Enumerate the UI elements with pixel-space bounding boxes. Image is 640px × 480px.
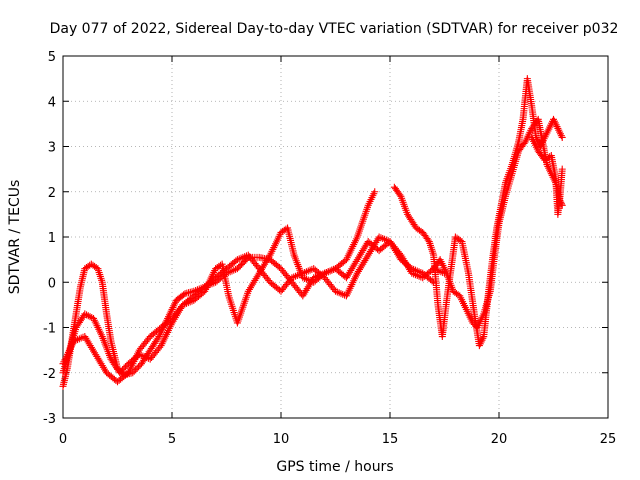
y-tick-label: 5 [48, 50, 56, 65]
data-point-track-6 [558, 165, 566, 173]
data-point-track-1 [132, 366, 140, 374]
data-point-track-4 [558, 133, 566, 141]
x-tick-label: 20 [491, 432, 508, 447]
data-point-track-1 [371, 188, 379, 196]
y-tick-labels: -3 -2 -1 0 1 2 3 4 5 [43, 50, 56, 427]
y-tick-label: -3 [43, 412, 56, 427]
y-tick-label: 0 [48, 276, 56, 291]
grid-lines [63, 56, 608, 418]
data-point-track-1 [180, 291, 188, 299]
data-point-track-4 [396, 191, 404, 199]
data-point-track-3 [265, 277, 273, 285]
data-point-track-2 [119, 366, 127, 374]
y-tick-label: -1 [43, 322, 56, 337]
y-tick-label: 3 [48, 141, 56, 156]
x-axis-label: GPS time / hours [276, 459, 393, 475]
chart-title: Day 077 of 2022, Sidereal Day-to-day VTE… [50, 21, 619, 37]
data-point-track-1 [154, 334, 162, 342]
data-point-track-2 [120, 364, 128, 372]
x-tick-label: 15 [382, 432, 399, 447]
data-point-track-2 [116, 369, 124, 377]
data-point-track-3 [178, 303, 186, 311]
axis-ticks [62, 55, 609, 419]
data-point-track-1 [135, 363, 143, 371]
data-point-track-5 [469, 319, 477, 327]
y-tick-label: -2 [43, 367, 56, 382]
y-axis-label: SDTVAR / TECUs [7, 180, 23, 295]
x-tick-label: 25 [600, 432, 617, 447]
data-point-track-3 [319, 272, 327, 280]
data-point-track-2 [117, 367, 125, 375]
y-tick-label: 2 [48, 186, 56, 201]
data-point-track-3 [396, 249, 404, 257]
data-point-track-1 [133, 364, 141, 372]
y-tick-label: 4 [48, 95, 56, 110]
data-point-track-3 [145, 334, 153, 342]
data-point-track-5 [470, 320, 478, 328]
x-tick-label: 5 [168, 432, 176, 447]
data-point-track-1 [275, 263, 283, 271]
y-tick-label: 1 [48, 231, 56, 246]
data-point-track-3 [166, 316, 174, 324]
x-tick-label: 0 [59, 432, 67, 447]
data-point-track-4 [424, 236, 432, 244]
x-tick-labels: 0 5 10 15 20 25 [59, 432, 616, 447]
x-tick-label: 10 [273, 432, 290, 447]
data-markers [59, 75, 566, 390]
data-point-track-2 [156, 343, 164, 351]
